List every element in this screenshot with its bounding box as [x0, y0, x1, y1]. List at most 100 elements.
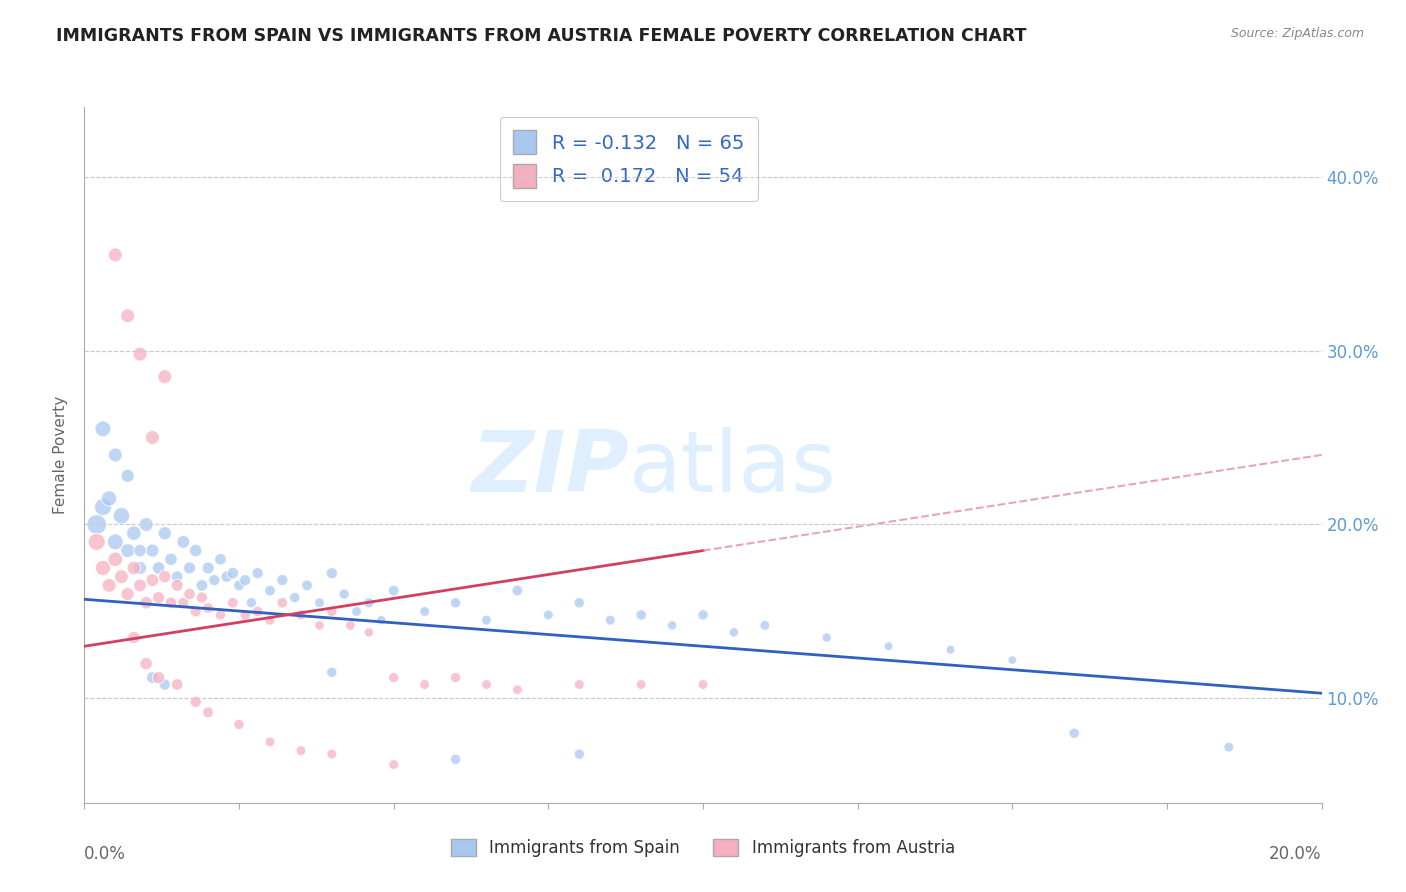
Point [568, 596, 591, 610]
Point [339, 618, 361, 632]
Point [233, 573, 256, 587]
Point [233, 607, 256, 622]
Point [148, 671, 170, 685]
Point [1001, 653, 1024, 667]
Point [104, 248, 127, 262]
Point [197, 706, 219, 720]
Point [148, 561, 170, 575]
Point [104, 534, 127, 549]
Point [153, 570, 176, 584]
Point [179, 561, 201, 575]
Point [271, 596, 294, 610]
Point [141, 573, 163, 587]
Point [271, 573, 294, 587]
Point [135, 657, 157, 671]
Point [122, 631, 145, 645]
Point [815, 631, 838, 645]
Point [104, 552, 127, 566]
Point [1063, 726, 1085, 740]
Point [321, 605, 343, 619]
Point [91, 561, 114, 575]
Point [568, 677, 591, 691]
Point [98, 578, 121, 592]
Point [104, 448, 127, 462]
Point [537, 607, 560, 622]
Point [91, 500, 114, 514]
Point [179, 587, 201, 601]
Point [246, 566, 269, 581]
Text: 0.0%: 0.0% [84, 845, 127, 863]
Point [357, 596, 380, 610]
Point [228, 717, 250, 731]
Point [153, 677, 176, 691]
Point [661, 618, 683, 632]
Point [321, 566, 343, 581]
Point [228, 578, 250, 592]
Point [259, 613, 281, 627]
Point [110, 570, 132, 584]
Point [129, 543, 152, 558]
Point [222, 566, 245, 581]
Point [630, 607, 652, 622]
Point [284, 591, 307, 605]
Point [172, 596, 194, 610]
Point [129, 578, 152, 592]
Point [117, 309, 139, 323]
Point [630, 677, 652, 691]
Point [599, 613, 621, 627]
Text: atlas: atlas [628, 427, 837, 510]
Point [141, 671, 163, 685]
Point [117, 468, 139, 483]
Point [98, 491, 121, 506]
Point [382, 757, 405, 772]
Point [259, 583, 281, 598]
Point [172, 534, 194, 549]
Point [122, 526, 145, 541]
Point [444, 752, 467, 766]
Point [91, 422, 114, 436]
Point [215, 570, 238, 584]
Point [110, 508, 132, 523]
Point [166, 578, 188, 592]
Point [122, 561, 145, 575]
Point [197, 561, 219, 575]
Point [202, 573, 225, 587]
Point [160, 552, 183, 566]
Point [166, 677, 188, 691]
Text: Source: ZipAtlas.com: Source: ZipAtlas.com [1230, 27, 1364, 40]
Point [692, 677, 714, 691]
Point [370, 613, 392, 627]
Text: ZIP: ZIP [471, 427, 628, 510]
Point [475, 613, 498, 627]
Point [184, 605, 207, 619]
Point [141, 543, 163, 558]
Point [754, 618, 776, 632]
Point [197, 601, 219, 615]
Point [209, 607, 232, 622]
Point [86, 517, 108, 532]
Point [184, 695, 207, 709]
Point [877, 639, 900, 653]
Point [333, 587, 356, 601]
Y-axis label: Female Poverty: Female Poverty [53, 396, 69, 514]
Point [191, 578, 214, 592]
Point [346, 605, 368, 619]
Point [413, 605, 436, 619]
Point [153, 526, 176, 541]
Point [568, 747, 591, 761]
Point [290, 744, 312, 758]
Point [259, 735, 281, 749]
Point [308, 596, 330, 610]
Point [382, 583, 405, 598]
Point [117, 543, 139, 558]
Point [692, 607, 714, 622]
Point [166, 570, 188, 584]
Point [444, 596, 467, 610]
Point [308, 618, 330, 632]
Point [290, 607, 312, 622]
Legend: R = -0.132   N = 65, R =  0.172   N = 54: R = -0.132 N = 65, R = 0.172 N = 54 [499, 117, 758, 202]
Point [160, 596, 183, 610]
Point [135, 596, 157, 610]
Point [321, 747, 343, 761]
Point [141, 430, 163, 444]
